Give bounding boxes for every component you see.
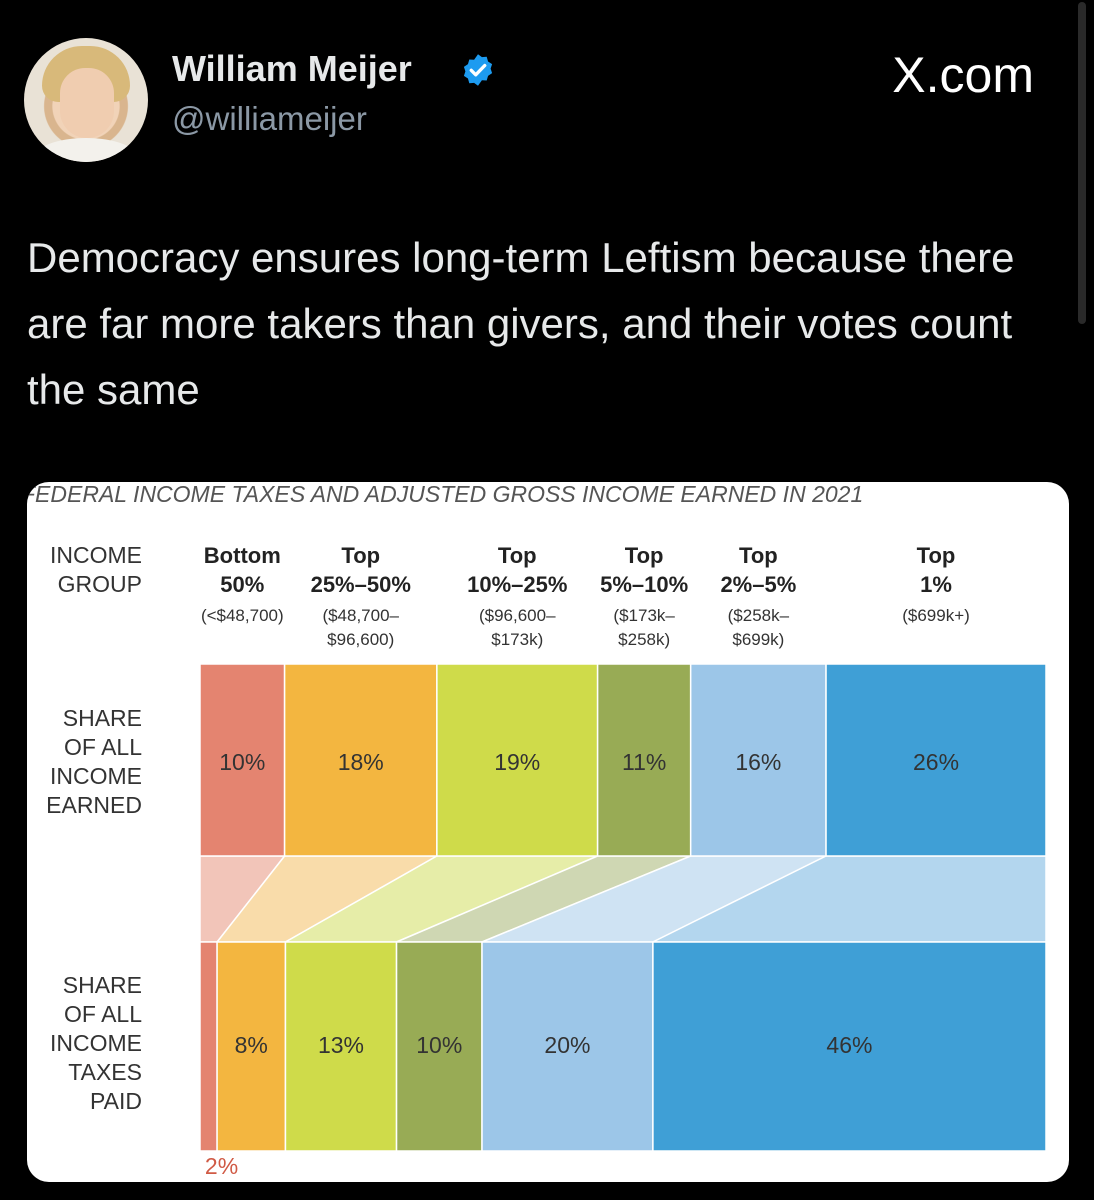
bar-income-earned xyxy=(825,663,1047,857)
data-label-taxes-paid: 10% xyxy=(416,1032,462,1058)
row-label-income-group: INCOME xyxy=(50,542,142,568)
data-label-taxes-paid: 8% xyxy=(235,1032,268,1058)
category-range-label: ($48,700– xyxy=(322,606,399,625)
row-label-share-paid: TAXES xyxy=(68,1059,142,1085)
category-label: Top xyxy=(625,543,664,568)
category-range-label: ($699k+) xyxy=(902,606,970,625)
data-label-income-earned: 16% xyxy=(735,749,781,775)
bar-taxes-paid xyxy=(481,941,654,1152)
category-range-label: ($96,600– xyxy=(479,606,556,625)
row-label-share-earned: EARNED xyxy=(46,792,142,818)
scrollbar[interactable] xyxy=(1078,2,1086,324)
data-label-taxes-paid: 13% xyxy=(318,1032,364,1058)
data-label-taxes-paid: 2% xyxy=(205,1153,238,1179)
data-label-income-earned: 19% xyxy=(494,749,540,775)
category-range-label: (<$48,700) xyxy=(201,606,284,625)
bar-income-earned xyxy=(199,663,286,857)
author-handle[interactable]: @williameijer xyxy=(172,100,367,137)
verified-badge-shape xyxy=(463,54,493,86)
category-label: Top xyxy=(498,543,537,568)
category-label: Bottom xyxy=(204,543,281,568)
avatar-shirt xyxy=(34,138,138,162)
row-label-income-group: GROUP xyxy=(58,571,142,597)
bar-taxes-paid xyxy=(652,941,1047,1152)
data-label-taxes-paid: 46% xyxy=(826,1032,872,1058)
author-name[interactable]: William Meijer xyxy=(172,48,412,89)
category-range-label: ($173k– xyxy=(613,606,675,625)
bar-taxes-paid xyxy=(199,941,218,1152)
category-label: Top xyxy=(739,543,778,568)
row-label-share-paid: OF ALL xyxy=(64,1001,142,1027)
bar-taxes-paid xyxy=(284,941,398,1152)
row-label-share-paid: INCOME xyxy=(50,1030,142,1056)
category-label: 50% xyxy=(220,572,264,597)
bar-taxes-paid xyxy=(395,941,483,1152)
brand-logo: X.com xyxy=(892,47,1034,103)
row-label-share-earned: OF ALL xyxy=(64,734,142,760)
category-label: 5%–10% xyxy=(600,572,688,597)
row-label-share-earned: SHARE xyxy=(63,705,142,731)
bar-income-earned xyxy=(283,663,438,857)
row-label-share-earned: INCOME xyxy=(50,763,142,789)
category-label: 10%–25% xyxy=(467,572,567,597)
category-range-label: $699k) xyxy=(732,630,784,649)
data-label-taxes-paid: 20% xyxy=(544,1032,590,1058)
category-label: Top xyxy=(341,543,380,568)
income-tax-chart: FEDERAL INCOME TAXES AND ADJUSTED GROSS … xyxy=(27,482,1047,1179)
chart-title: FEDERAL INCOME TAXES AND ADJUSTED GROSS … xyxy=(27,482,863,507)
data-label-income-earned: 26% xyxy=(913,749,959,775)
category-label: 1% xyxy=(920,572,952,597)
category-range-label: $173k) xyxy=(491,630,543,649)
author-avatar[interactable] xyxy=(24,38,148,162)
data-label-income-earned: 18% xyxy=(338,749,384,775)
verified-badge-icon xyxy=(463,54,493,86)
chart-card[interactable]: FEDERAL INCOME TAXES AND ADJUSTED GROSS … xyxy=(27,482,1069,1182)
bar-taxes-paid xyxy=(216,941,287,1152)
avatar-face xyxy=(60,68,114,138)
category-range-label: $258k) xyxy=(618,630,670,649)
tweet-text: Democracy ensures long-term Leftism beca… xyxy=(27,234,1015,413)
category-range-label: $96,600) xyxy=(327,630,394,649)
data-label-income-earned: 11% xyxy=(622,749,666,775)
row-label-share-paid: PAID xyxy=(90,1088,142,1114)
row-label-share-paid: SHARE xyxy=(63,972,142,998)
category-label: 2%–5% xyxy=(720,572,796,597)
verified-check-icon xyxy=(469,63,487,77)
data-label-income-earned: 10% xyxy=(219,749,265,775)
category-range-label: ($258k– xyxy=(728,606,790,625)
bar-income-earned xyxy=(436,663,599,857)
category-label: Top xyxy=(917,543,956,568)
category-label: 25%–50% xyxy=(311,572,411,597)
